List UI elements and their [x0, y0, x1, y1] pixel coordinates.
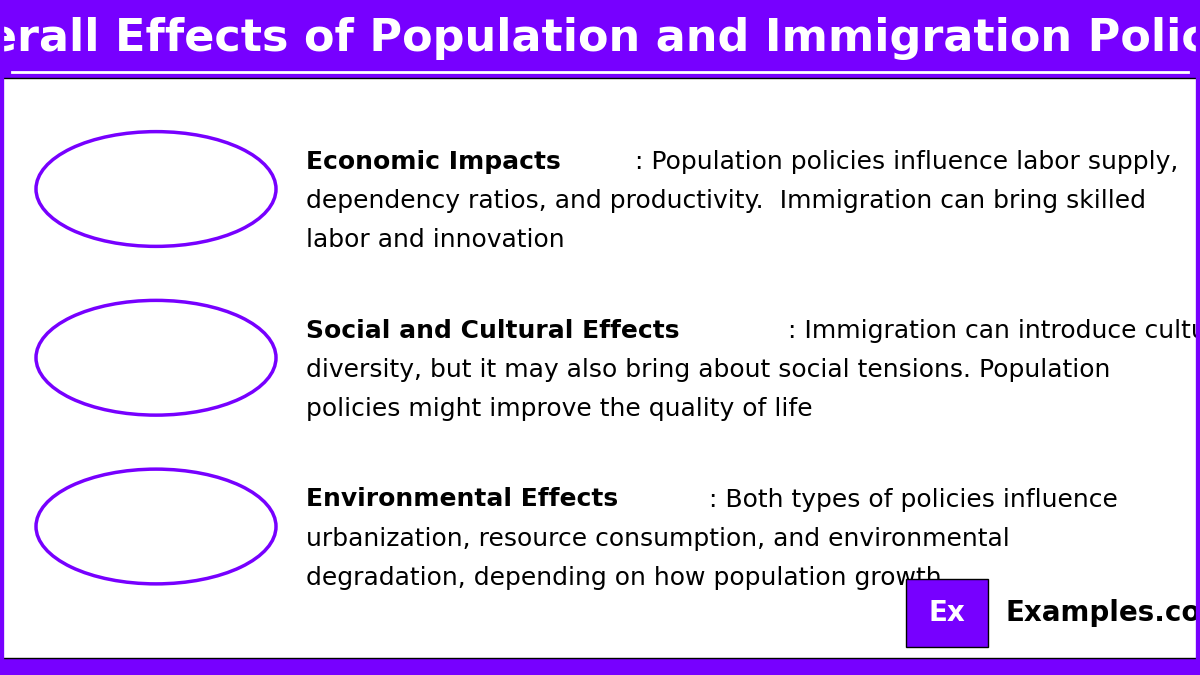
Text: : Both types of policies influence: : Both types of policies influence [709, 487, 1117, 512]
Text: Ex: Ex [929, 599, 965, 627]
Text: degradation, depending on how population growth: degradation, depending on how population… [306, 566, 942, 590]
Text: Examples.com: Examples.com [1006, 599, 1200, 627]
Ellipse shape [36, 469, 276, 584]
Text: : Immigration can introduce cultural: : Immigration can introduce cultural [788, 319, 1200, 343]
Text: labor and innovation: labor and innovation [306, 228, 565, 252]
Text: : Population policies influence labor supply,: : Population policies influence labor su… [635, 150, 1178, 174]
Text: Social and Cultural Effects: Social and Cultural Effects [306, 319, 679, 343]
FancyBboxPatch shape [0, 658, 1200, 675]
Text: Overall Effects of Population and Immigration Policies: Overall Effects of Population and Immigr… [0, 18, 1200, 60]
FancyBboxPatch shape [906, 579, 988, 647]
Text: policies might improve the quality of life: policies might improve the quality of li… [306, 397, 812, 421]
Text: dependency ratios, and productivity.  Immigration can bring skilled: dependency ratios, and productivity. Imm… [306, 189, 1146, 213]
Ellipse shape [36, 300, 276, 415]
Ellipse shape [36, 132, 276, 246]
Text: diversity, but it may also bring about social tensions. Population: diversity, but it may also bring about s… [306, 358, 1110, 382]
Text: Environmental Effects: Environmental Effects [306, 487, 618, 512]
Text: urbanization, resource consumption, and environmental: urbanization, resource consumption, and … [306, 526, 1009, 551]
Text: Economic Impacts: Economic Impacts [306, 150, 560, 174]
FancyBboxPatch shape [0, 0, 1200, 78]
